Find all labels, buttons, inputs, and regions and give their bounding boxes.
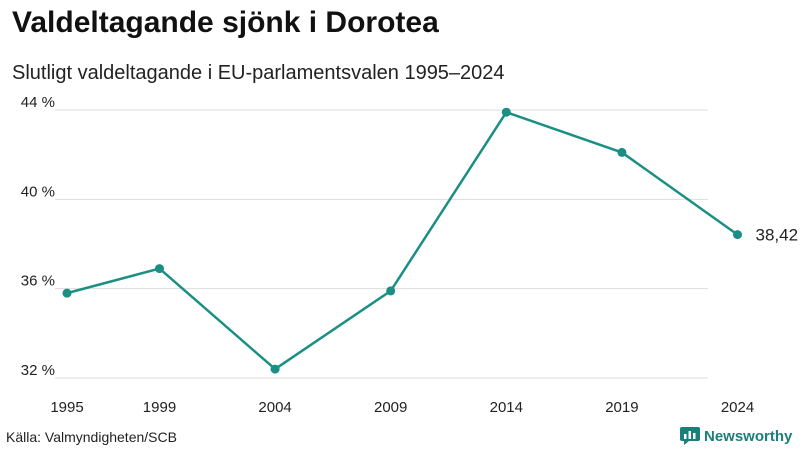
newsworthy-logo-icon xyxy=(680,427,700,445)
brand-logo: Newsworthy xyxy=(680,427,792,445)
x-tick-label: 2014 xyxy=(490,399,523,416)
x-tick-label: 2019 xyxy=(605,399,638,416)
data-point xyxy=(270,364,280,374)
data-point xyxy=(501,107,511,117)
brand-name: Newsworthy xyxy=(704,427,793,445)
data-point xyxy=(733,230,743,240)
end-value-label: 38,42 % xyxy=(756,226,800,245)
chart-title: Valdeltagande sjönk i Dorotea xyxy=(12,6,439,39)
y-tick-label: 40 % xyxy=(21,183,55,200)
data-point xyxy=(617,147,627,157)
x-tick-label: 2004 xyxy=(258,399,291,416)
source-note: Källa: Valmyndigheten/SCB xyxy=(6,429,177,445)
data-point xyxy=(386,286,396,296)
chart-subtitle: Slutligt valdeltagande i EU-parlamentsva… xyxy=(12,62,505,84)
y-tick-label: 36 % xyxy=(21,273,55,290)
x-tick-label: 1995 xyxy=(50,399,83,416)
y-tick-label: 44 % xyxy=(21,94,55,111)
data-point xyxy=(62,288,72,298)
x-tick-label: 2009 xyxy=(374,399,407,416)
x-tick-label: 1999 xyxy=(143,399,176,416)
data-point xyxy=(154,264,164,274)
series-line xyxy=(66,110,739,371)
x-tick-label: 2024 xyxy=(721,399,754,416)
y-tick-label: 32 % xyxy=(21,362,55,379)
